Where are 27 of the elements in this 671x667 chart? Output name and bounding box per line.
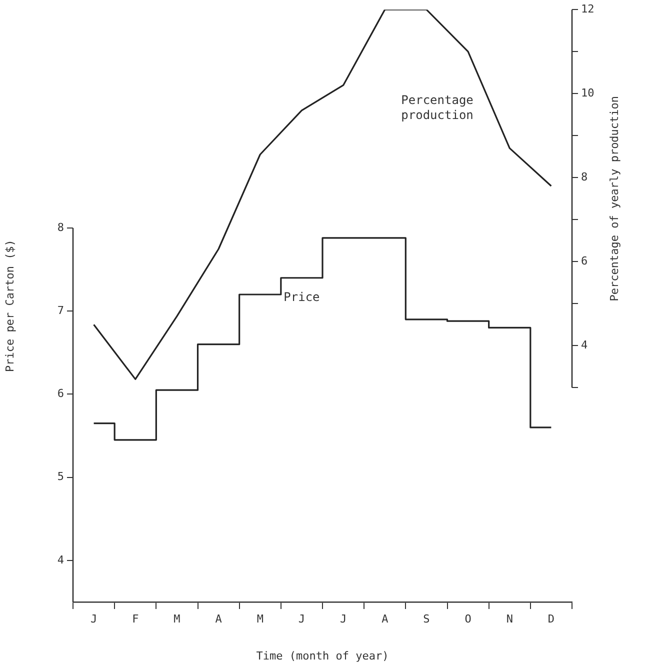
y2-tick-label: 4 — [581, 338, 588, 352]
y-tick-label: 8 — [57, 220, 64, 234]
x-tick-label: O — [464, 612, 472, 626]
y2-tick-label: 12 — [581, 2, 594, 16]
x-tick-label: N — [506, 612, 513, 626]
x-tick-label: F — [132, 612, 139, 626]
x-axis-title: Time (month of year) — [256, 649, 389, 662]
x-tick-label: J — [298, 612, 306, 626]
y-tick-label: 5 — [57, 470, 64, 484]
y-axis-title: Price per Carton ($) — [3, 240, 16, 372]
y-tick-label: 4 — [57, 553, 64, 566]
x-tick-label: J — [340, 612, 347, 626]
x-tick-label: S — [423, 612, 430, 626]
x-tick-label: A — [382, 612, 389, 626]
x-tick-label: M — [174, 612, 181, 626]
x-tick-label: M — [256, 612, 264, 626]
y2-tick-label: 8 — [581, 170, 588, 184]
y-tick-label: 7 — [57, 304, 64, 317]
series-label: Percentage production — [401, 93, 474, 122]
x-tick-label: A — [215, 612, 222, 626]
y-tick-label: 6 — [57, 387, 64, 400]
x-tick-label: J — [90, 612, 98, 626]
x-tick-label: D — [548, 612, 555, 626]
y2-tick-label: 6 — [581, 254, 588, 268]
series-label: Price — [284, 290, 320, 304]
y2-tick-label: 10 — [581, 86, 594, 100]
y2-axis-title: Percentage of yearly production — [608, 96, 621, 302]
